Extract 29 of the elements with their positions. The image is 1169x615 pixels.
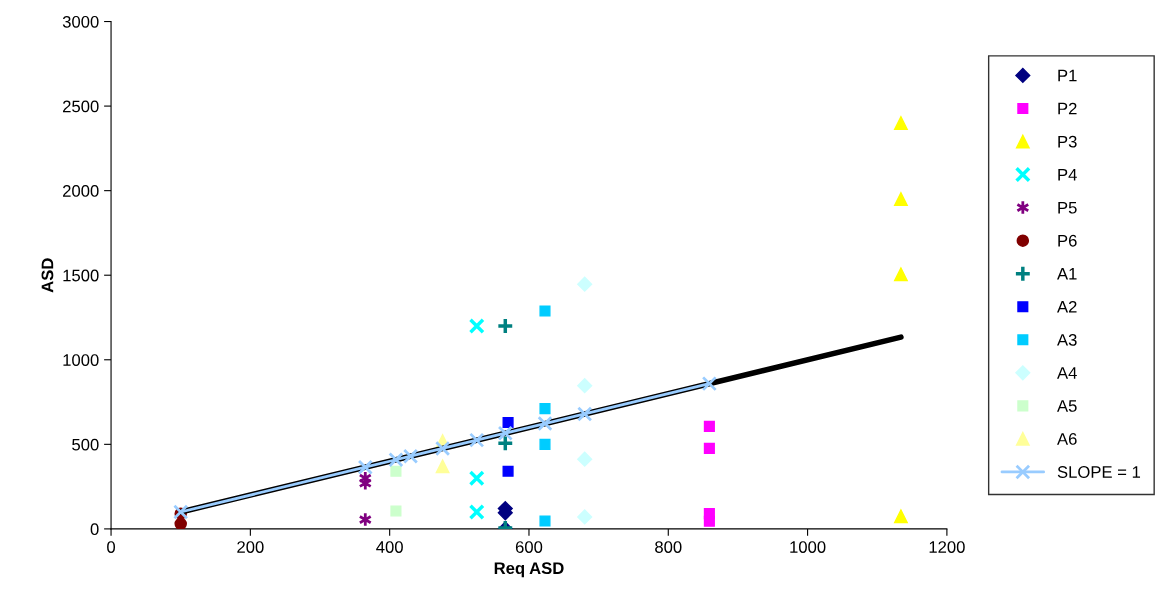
x-tick-label: 400 xyxy=(376,541,403,553)
legend-label: A6 xyxy=(1057,433,1077,445)
x-tick-label: 1200 xyxy=(929,541,965,553)
x-axis-title: Req ASD xyxy=(494,562,564,578)
x-tick-label: 600 xyxy=(515,541,543,553)
y-tick-label: 1000 xyxy=(63,354,99,366)
y-axis-title: ASD xyxy=(41,258,54,293)
x-tick-label: 1000 xyxy=(790,541,826,553)
legend-label: P5 xyxy=(1058,201,1077,214)
legend-label: P2 xyxy=(1058,102,1077,115)
legend-label: P4 xyxy=(1058,168,1077,181)
x-tick-label: 800 xyxy=(655,541,682,553)
legend-label: P1 xyxy=(1058,69,1077,82)
legend-label: A2 xyxy=(1057,300,1077,313)
legend-label: A3 xyxy=(1057,333,1077,346)
y-tick-label: 1500 xyxy=(63,269,99,282)
y-tick-label: 500 xyxy=(72,438,99,451)
x-tick-label: 0 xyxy=(107,541,116,553)
legend-label: P6 xyxy=(1058,234,1077,247)
y-tick-label: 2000 xyxy=(63,185,99,197)
legend-label: A4 xyxy=(1057,367,1077,379)
legend-label: SLOPE = 1 xyxy=(1057,466,1141,478)
y-tick-label: 2500 xyxy=(63,100,99,113)
legend-label: A5 xyxy=(1057,400,1077,412)
legend-label: P3 xyxy=(1058,135,1077,148)
y-tick-label: 3000 xyxy=(62,15,99,28)
x-tick-label: 200 xyxy=(237,541,264,553)
legend-label: A1 xyxy=(1057,268,1077,280)
y-tick-label: 0 xyxy=(90,523,99,536)
